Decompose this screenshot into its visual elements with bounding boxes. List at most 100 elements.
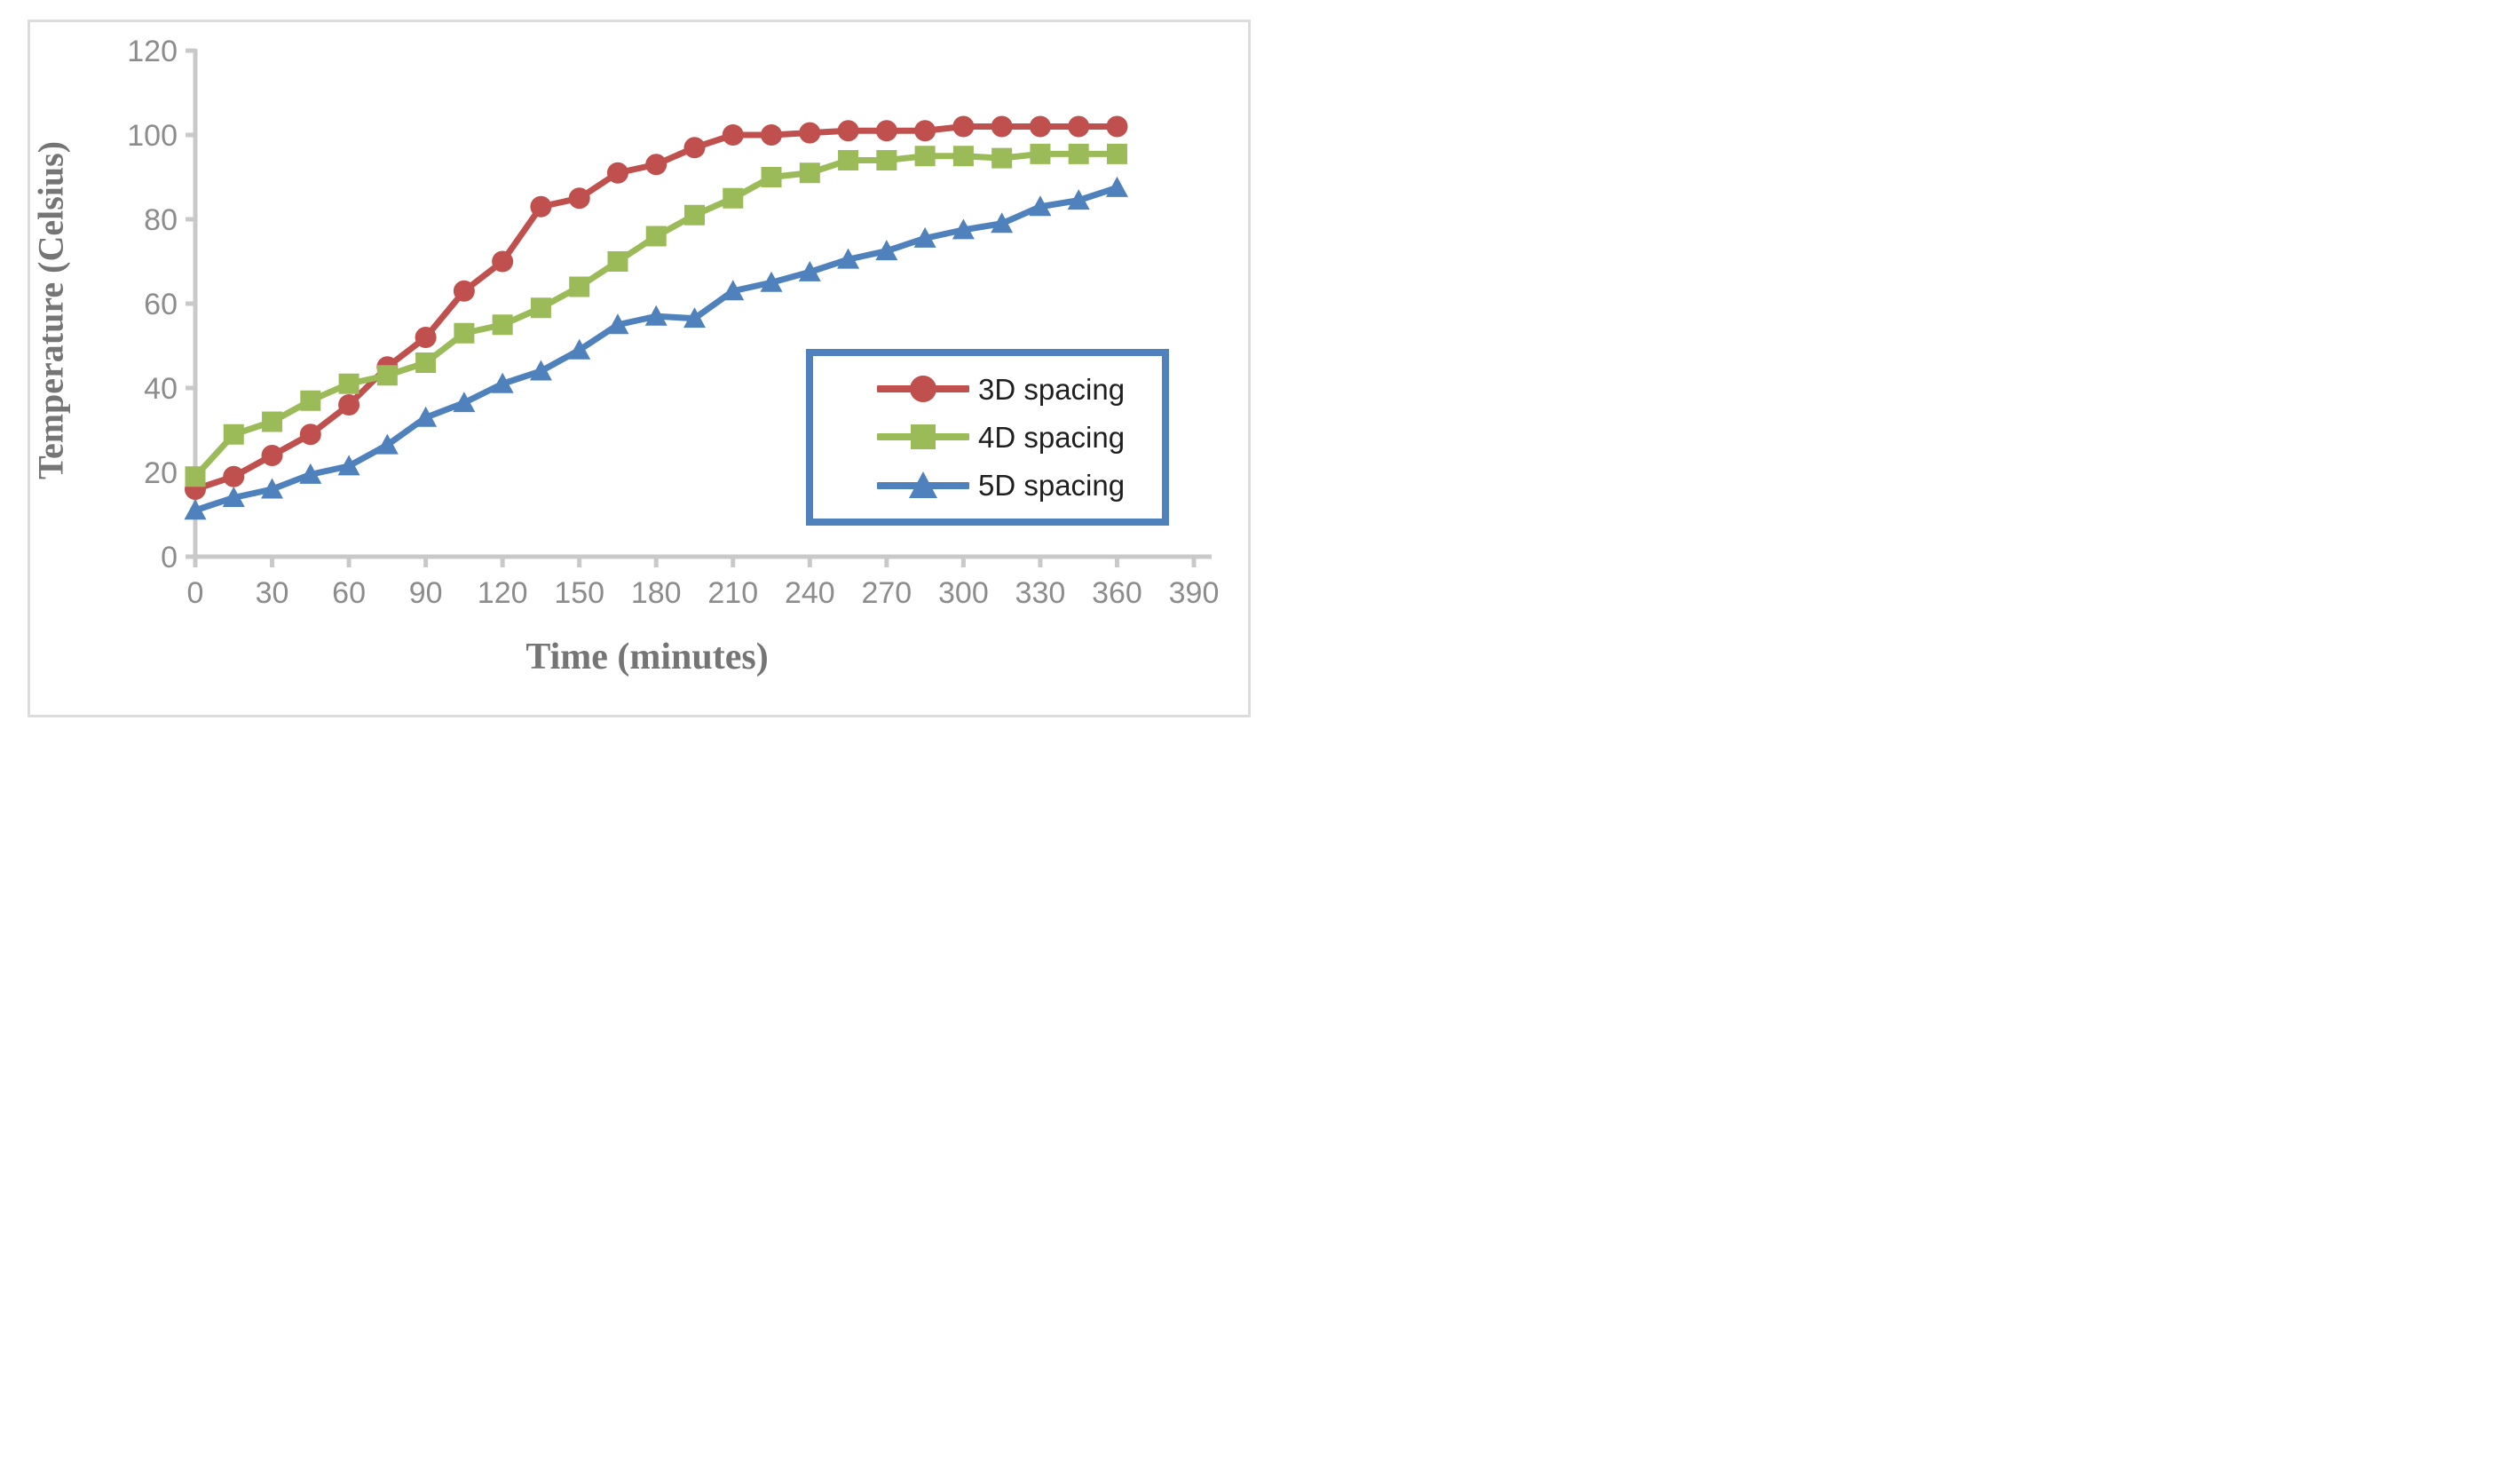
data-point-triangle (1105, 176, 1128, 197)
data-point-circle (645, 154, 668, 176)
data-point-triangle (683, 307, 706, 329)
data-point-triangle (415, 406, 438, 427)
data-point-triangle (453, 392, 476, 413)
y-tick-label: 60 (144, 288, 178, 321)
data-point-square (991, 147, 1013, 169)
data-point-circle (991, 115, 1013, 138)
data-point-triangle (222, 487, 245, 507)
y-tick-label: 20 (144, 456, 178, 490)
data-point-square (799, 162, 820, 184)
data-point-square (838, 150, 859, 170)
y-tick-label: 40 (144, 372, 178, 406)
data-point-square (1068, 143, 1089, 164)
tick-labels: 0 20 40 60 80 100 120 0 30 60 90 120 150 180 210 240 270… (127, 35, 1219, 610)
y-tick-label: 120 (127, 35, 178, 68)
data-point-square (607, 251, 628, 272)
data-point-square (185, 466, 206, 487)
x-tick-label: 210 (707, 576, 758, 610)
data-point-triangle (337, 455, 360, 476)
data-point-triangle (875, 240, 898, 261)
data-point-circle (453, 280, 475, 302)
data-point-square (876, 150, 897, 170)
data-point-circle (299, 424, 321, 446)
data-point-circle (837, 120, 859, 142)
data-point-square (415, 352, 437, 373)
data-point-square (530, 297, 551, 319)
data-point-triangle (644, 305, 668, 326)
series-4d-spacing (185, 143, 1127, 487)
legend-label: 4D spacing (978, 420, 1126, 454)
y-tick-label: 80 (144, 203, 178, 237)
data-point-circle (261, 445, 283, 466)
data-point-triangle (952, 218, 975, 240)
data-point-triangle (1067, 189, 1090, 210)
x-tick-label: 60 (332, 576, 366, 610)
data-point-square (952, 146, 974, 167)
data-point-square (684, 204, 705, 226)
data-point-triangle (261, 478, 284, 499)
x-tick-label: 330 (1015, 576, 1066, 610)
data-point-square (761, 167, 782, 187)
data-point-circle (530, 195, 552, 218)
legend-item-4d-spacing: 4D spacing (877, 419, 1153, 455)
x-tick-label: 180 (631, 576, 682, 610)
data-point-square (1030, 143, 1051, 164)
data-point-square (262, 411, 283, 432)
data-point-circle (1029, 115, 1051, 138)
chart-figure: 0 20 40 60 80 100 120 0 30 60 90 120 150 180 210 240 270… (0, 0, 1260, 729)
line-chart-canvas: 0 20 40 60 80 100 120 0 30 60 90 120 150 180 210 240 270… (127, 35, 1219, 610)
x-tick-label: 300 (938, 576, 989, 610)
data-point-circle (914, 120, 936, 142)
data-point-triangle (1029, 195, 1052, 217)
data-point-square (300, 390, 321, 411)
data-point-square (454, 322, 475, 344)
legend-box: 3D spacing 4D spacing 5D spacing (806, 349, 1169, 526)
data-point-circle (415, 327, 437, 348)
data-point-circle (223, 465, 245, 487)
data-point-circle (1106, 115, 1128, 138)
data-point-square (723, 187, 744, 209)
legend-circle (910, 376, 936, 403)
data-point-circle (952, 115, 975, 138)
data-point-circle (875, 120, 897, 142)
x-tick-label: 270 (861, 576, 912, 610)
data-point-square (492, 314, 513, 336)
x-tick-label: 390 (1169, 576, 1220, 610)
data-point-circle (568, 187, 590, 210)
data-point-triangle (184, 499, 207, 520)
x-tick-label: 30 (256, 576, 289, 610)
data-point-triangle (798, 260, 821, 281)
data-point-square (338, 373, 359, 394)
y-tick-label: 100 (127, 119, 178, 153)
x-tick-label: 120 (478, 576, 528, 610)
data-point-triangle (568, 338, 591, 360)
data-point-circle (492, 250, 514, 273)
data-point-triangle (837, 248, 860, 269)
data-point-triangle (760, 271, 783, 292)
legend-marker-square-icon (877, 424, 969, 450)
y-axis-title: Temperature (Celsius) (30, 140, 71, 480)
data-point-square (1106, 143, 1127, 164)
data-point-square (914, 146, 936, 167)
data-point-circle (761, 124, 783, 146)
data-point-square (569, 276, 590, 297)
x-tick-label: 150 (554, 576, 604, 610)
x-tick-label: 360 (1092, 576, 1142, 610)
legend-marker-circle-icon (877, 376, 969, 403)
data-point-triangle (913, 226, 936, 248)
data-point-triangle (722, 280, 745, 301)
series-3d-spacing (185, 115, 1128, 500)
legend-item-5d-spacing: 5D spacing (877, 468, 1153, 503)
y-tick-label: 0 (161, 541, 178, 574)
data-point-square (376, 365, 398, 386)
x-tick-label: 0 (187, 576, 204, 610)
legend-label: 5D spacing (978, 469, 1126, 503)
tick-marks (186, 48, 1197, 567)
data-point-triangle (606, 313, 629, 335)
data-point-triangle (491, 372, 514, 393)
data-point-circle (338, 394, 360, 416)
data-point-circle (683, 137, 706, 159)
data-point-square (645, 226, 667, 247)
series-5d-spacing (184, 176, 1128, 520)
legend-marker-triangle-icon (877, 471, 969, 498)
